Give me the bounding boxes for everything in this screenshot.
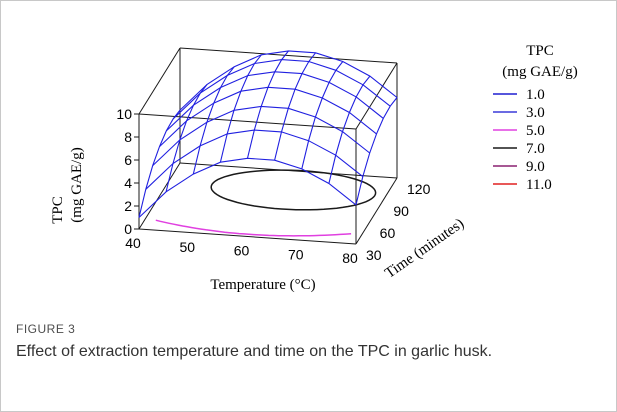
surface-line-temp-65: [274, 52, 317, 161]
y-tick-60: 60: [380, 225, 396, 241]
legend-label-7.0: 7.0: [526, 141, 545, 157]
legend-label-1.0: 1.0: [526, 87, 545, 103]
surface-line-temp-40: [138, 109, 181, 218]
z-tick-6: 6: [124, 152, 132, 168]
box-edge-7: [138, 47, 181, 115]
legend-title-line1: TPC: [526, 43, 554, 59]
surface-line-time-45: [145, 129, 364, 190]
surface-line-time-30: [138, 157, 357, 218]
surface-line-time-60: [152, 105, 371, 166]
surface-line-temp-55: [219, 54, 262, 163]
box-edge-0: [138, 228, 357, 245]
legend-label-3.0: 3.0: [526, 105, 545, 121]
x-tick-50: 50: [179, 239, 195, 255]
y-tick-30: 30: [366, 247, 382, 263]
surface-line-time-75: [159, 86, 377, 147]
axis-ticks: 0 2 4 6 8 10 40 50 60 70 80 30 60 90 120: [116, 106, 430, 266]
surface-line-time-105: [172, 59, 391, 120]
z-axis-label-line1: TPC: [50, 196, 66, 224]
contour-7.0: [210, 169, 377, 211]
x-tick-60: 60: [234, 243, 250, 259]
surface-line-time-120: [179, 50, 398, 111]
figure-label: FIGURE 3: [16, 322, 76, 336]
x-tick-70: 70: [288, 246, 304, 262]
box-edge-6: [179, 47, 398, 64]
y-tick-120: 120: [407, 181, 431, 197]
z-axis-label-line2: (mg GAE/g): [69, 147, 85, 222]
z-tick-0: 0: [124, 221, 132, 237]
contour-5.0: [155, 219, 352, 237]
legend-label-5.0: 5.0: [526, 123, 545, 139]
legend-label-9.0: 9.0: [526, 159, 545, 175]
legend-label-11.0: 11.0: [526, 177, 552, 193]
legend-title-line2: (mg GAE/g): [502, 64, 577, 80]
axes-box: [138, 47, 398, 245]
box-edge-3: [138, 162, 181, 230]
z-tick-10: 10: [116, 106, 132, 122]
surface-plot: 0 2 4 6 8 10 40 50 60 70 80 30 60 90 120 TPC (mg GAE/g…: [50, 43, 578, 293]
x-tick-80: 80: [342, 250, 358, 266]
response-surface: [138, 50, 398, 218]
z-tick-4: 4: [124, 175, 132, 191]
figure-caption: Effect of extraction temperature and tim…: [16, 343, 493, 360]
x-axis-label: Temperature (°C): [210, 277, 315, 293]
surface-line-temp-60: [246, 50, 289, 159]
x-tick-40: 40: [125, 235, 141, 251]
z-tick-2: 2: [124, 198, 132, 214]
z-tick-8: 8: [124, 129, 132, 145]
surface-line-temp-75: [328, 75, 371, 184]
y-tick-90: 90: [393, 203, 409, 219]
surface-line-time-90: [165, 71, 384, 132]
box-edge-1: [355, 177, 398, 245]
legend: 1.0 3.0 5.0 7.0 9.0 11.0: [493, 87, 552, 193]
floor-contours: [155, 169, 377, 237]
